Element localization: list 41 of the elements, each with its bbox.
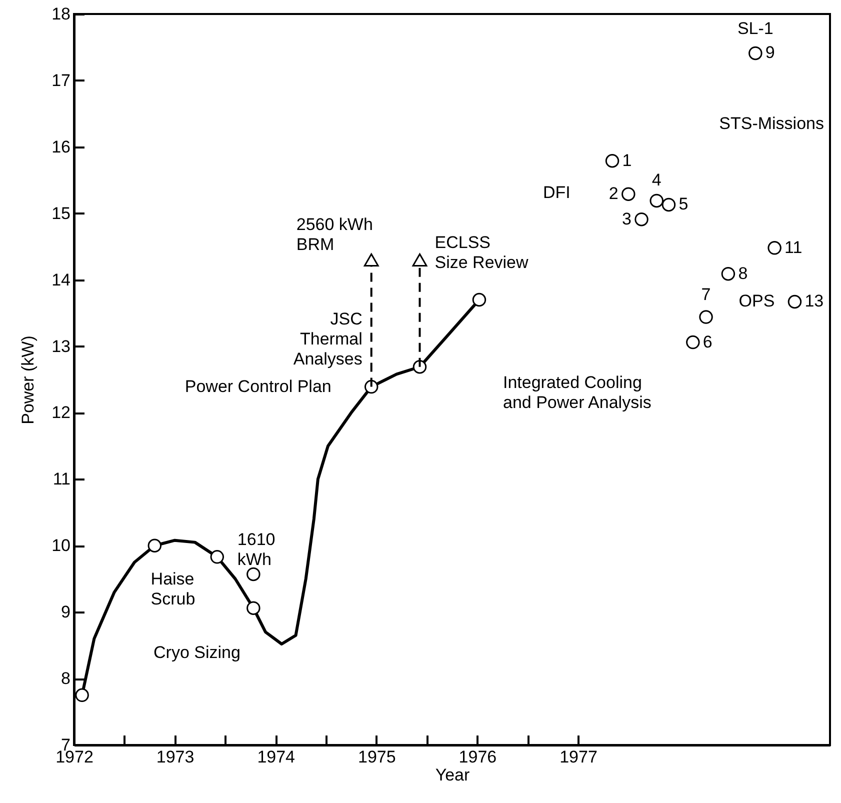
annotation: SL-1 [737,19,774,38]
annotation: 13 [804,292,824,311]
x-tick-label: 1977 [560,748,598,766]
y-axis-title: Power (kW) [18,336,38,424]
y-tick-label: 14 [52,270,70,290]
annotation: 2 [608,184,618,204]
annotation: Power Control Plan [184,376,332,396]
annotation: OPS [738,292,775,311]
y-tick-label: 17 [52,70,70,90]
annotation: 6 [702,332,712,352]
annotation: 11 [784,238,802,257]
annotation: 4 [652,170,662,190]
annotation: 1610 kWh [237,530,276,570]
y-tick-label: 15 [52,204,70,223]
x-tick-label: 1975 [358,748,396,766]
annotation: 8 [738,264,748,283]
y-tick-label: 10 [52,536,70,556]
y-tick-label: 13 [52,336,70,356]
annotation: 5 [678,194,688,214]
annotation: 3 [622,209,632,228]
annotation: 1 [622,150,632,170]
y-tick-label: 18 [52,4,70,24]
y-tick-label: 9 [61,602,70,622]
annotation: 7 [701,285,711,304]
annotation: JSC Thermal Analyses [293,310,362,369]
y-tick-label: 8 [61,669,70,688]
annotation: 2560 kWh BRM [296,214,373,254]
y-tick-label: 16 [52,137,70,156]
x-axis-title: Year [435,766,470,784]
annotation: STS-Missions [719,114,824,133]
y-tick-label: 12 [52,403,70,422]
annotation: ECLSS Size Review [434,232,529,272]
annotation: DFI [543,183,570,202]
x-tick-label: 1974 [257,748,296,766]
y-tick-label: 11 [52,470,70,489]
x-tick-label: 1973 [156,748,194,766]
annotation: 9 [765,43,775,62]
annotation: Cryo Sizing [154,643,240,662]
annotation: Haise Scrub [150,569,196,608]
x-tick-label: 1976 [458,748,497,766]
annotation: Integrated Cooling and Power Analysis [503,373,652,412]
